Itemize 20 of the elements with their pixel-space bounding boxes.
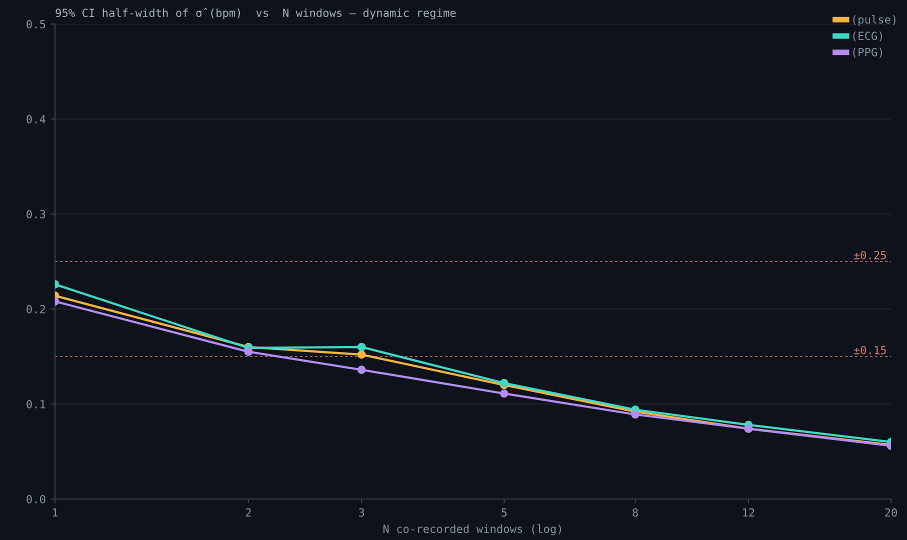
y-tick-label: 0.0: [26, 495, 46, 504]
x-tick-label: 5: [502, 508, 507, 517]
y-tick-label: 0.5: [26, 20, 46, 28]
y-tick-label: 0.4: [26, 115, 46, 124]
ref-line-label: ±0.25: [854, 250, 886, 260]
legend-label: (pulse): [853, 15, 896, 26]
legend-label: (PPG): [853, 48, 882, 58]
x-tick-label: 3: [358, 508, 364, 517]
x-tick-label: 20: [885, 508, 897, 517]
legend-label: (ECG): [853, 31, 882, 42]
chart-title: 95% CI half-width of σ̂(bpm) vs N windows — dynamic regime: [56, 8, 456, 20]
y-tick-label: 0.1: [26, 400, 46, 408]
x-axis-title: N co-recorded windows (log): [383, 524, 561, 536]
x-tick-label: 1: [52, 508, 58, 517]
y-tick-label: 0.3: [26, 210, 46, 218]
x-tick-label: 8: [632, 508, 638, 517]
ref-line-label: ±0.15: [854, 346, 886, 354]
x-tick-label: 2: [246, 508, 251, 517]
x-tick-label: 12: [743, 508, 754, 517]
y-tick-label: 0.2: [26, 305, 46, 314]
